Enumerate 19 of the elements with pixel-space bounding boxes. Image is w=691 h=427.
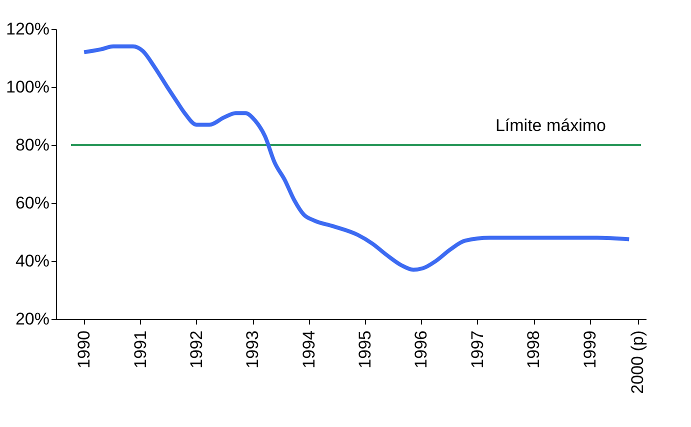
ref-line-label: Límite máximo	[495, 116, 606, 135]
x-tick-label: 1997	[468, 330, 487, 368]
x-tick-label: 1995	[356, 330, 375, 368]
x-tick-label: 1999	[580, 330, 600, 368]
y-tick-label: 20%	[15, 310, 50, 328]
x-tick-label: 1998	[524, 330, 544, 368]
line-series	[82, 44, 632, 272]
x-tick-label: 1992	[186, 330, 206, 368]
y-tick-label: 100%	[6, 78, 50, 96]
x-tick-label: 1996	[412, 330, 431, 368]
y-tick-label: 40%	[15, 252, 50, 270]
y-tick-label: 60%	[15, 194, 50, 212]
y-tick-label: 120%	[6, 20, 50, 38]
x-tick-label: 1993	[243, 330, 262, 368]
x-tick-label: 1990	[74, 330, 94, 368]
x-tick-label: 1991	[130, 330, 150, 368]
x-tick-label: 1994	[299, 330, 318, 368]
y-tick-label: 80%	[15, 136, 50, 154]
x-tick-label: 2000 (p)	[628, 330, 648, 394]
